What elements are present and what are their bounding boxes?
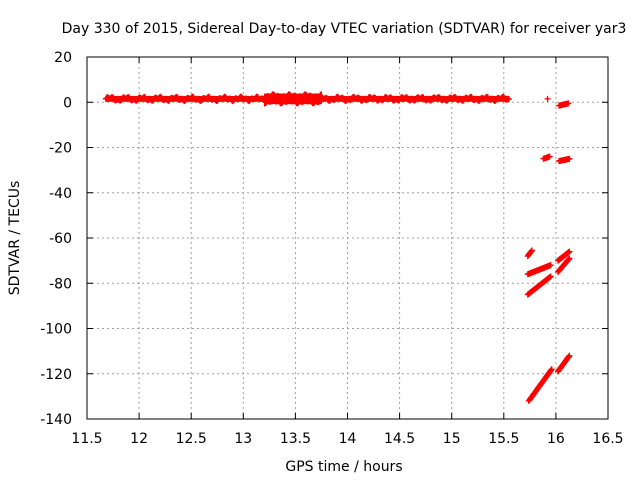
data-point [548,366,555,373]
x-tick-label: 12 [130,431,148,447]
y-tick-label: -40 [49,186,72,202]
data-point [547,262,554,269]
x-tick-label: 11.5 [71,431,102,447]
axis-ticks: 11.5 12 12.5 13 13.5 14 14.5 15 15.5 16 16.5 20 0 -20… [40,50,623,447]
y-tick-label: -120 [40,367,72,383]
data-point [544,95,551,102]
y-tick-label: -100 [40,322,72,338]
y-tick-label: 0 [63,95,72,111]
data-point [546,153,553,160]
y-tick-label: -80 [49,276,72,292]
data-marks [102,91,573,404]
y-tick-label: 20 [54,50,72,66]
data-point [506,95,513,103]
grid [87,57,608,419]
x-tick-label: 15 [443,431,461,447]
x-tick-label: 15.5 [488,431,519,447]
data-point [528,247,535,254]
x-tick-label: 14.5 [384,431,415,447]
data-point [566,248,573,255]
x-tick-label: 13 [234,431,252,447]
x-tick-label: 14 [339,431,357,447]
x-tick-label: 13.5 [280,431,311,447]
data-point [566,155,573,162]
y-tick-label: -20 [49,141,72,157]
y-axis-label: SDTVAR / TECUs [7,181,23,296]
x-axis-label: GPS time / hours [285,459,402,475]
x-tick-label: 16.5 [592,431,623,447]
data-point [566,255,573,262]
data-point [566,352,573,359]
y-tick-label: -140 [40,412,72,428]
y-tick-label: -60 [49,231,72,247]
data-point [565,100,572,107]
x-tick-label: 16 [547,431,565,447]
data-point [547,273,554,280]
chart-title: Day 330 of 2015, Sidereal Day-to-day VTE… [62,21,627,37]
x-tick-label: 12.5 [176,431,207,447]
